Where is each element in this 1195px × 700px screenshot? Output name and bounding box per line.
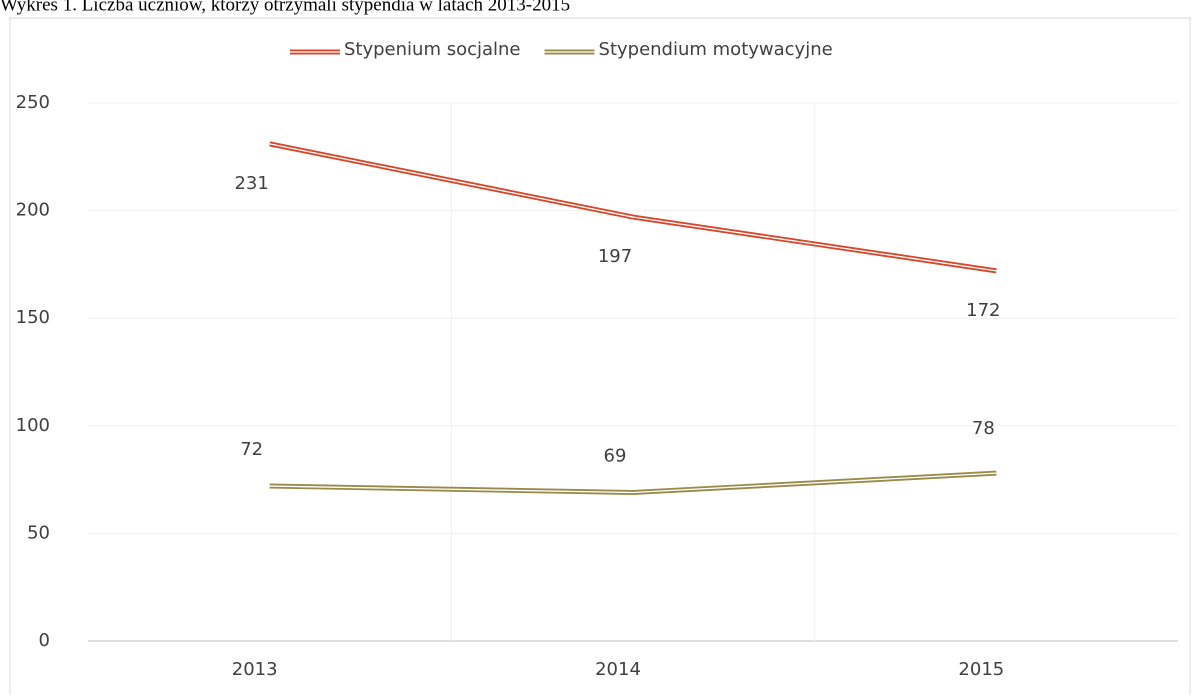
data-label: 69 <box>604 446 627 467</box>
y-tick-label: 0 <box>39 630 50 651</box>
y-tick-label: 200 <box>16 200 50 221</box>
series-line-inner <box>269 472 997 494</box>
data-label: 72 <box>240 439 263 460</box>
y-tick-label: 250 <box>16 92 50 113</box>
data-label: 78 <box>972 418 995 439</box>
legend-label: Stypenium socjalne <box>344 39 521 60</box>
x-tick-label: 2013 <box>232 659 278 680</box>
chart-title: Wykres 1. Liczba uczniów, którzy otrzyma… <box>0 0 570 15</box>
data-label: 172 <box>966 300 1000 321</box>
chart-frame <box>9 17 1191 700</box>
x-tick-label: 2015 <box>958 659 1004 680</box>
data-label: 231 <box>234 173 268 194</box>
y-tick-label: 50 <box>27 522 50 543</box>
data-label: 197 <box>598 246 632 267</box>
y-tick-label: 150 <box>16 307 50 328</box>
x-tick-label: 2014 <box>595 659 641 680</box>
y-tick-label: 100 <box>16 415 50 436</box>
series-line-inner <box>269 143 997 272</box>
legend-label: Stypendium motywacyjne <box>599 39 833 60</box>
